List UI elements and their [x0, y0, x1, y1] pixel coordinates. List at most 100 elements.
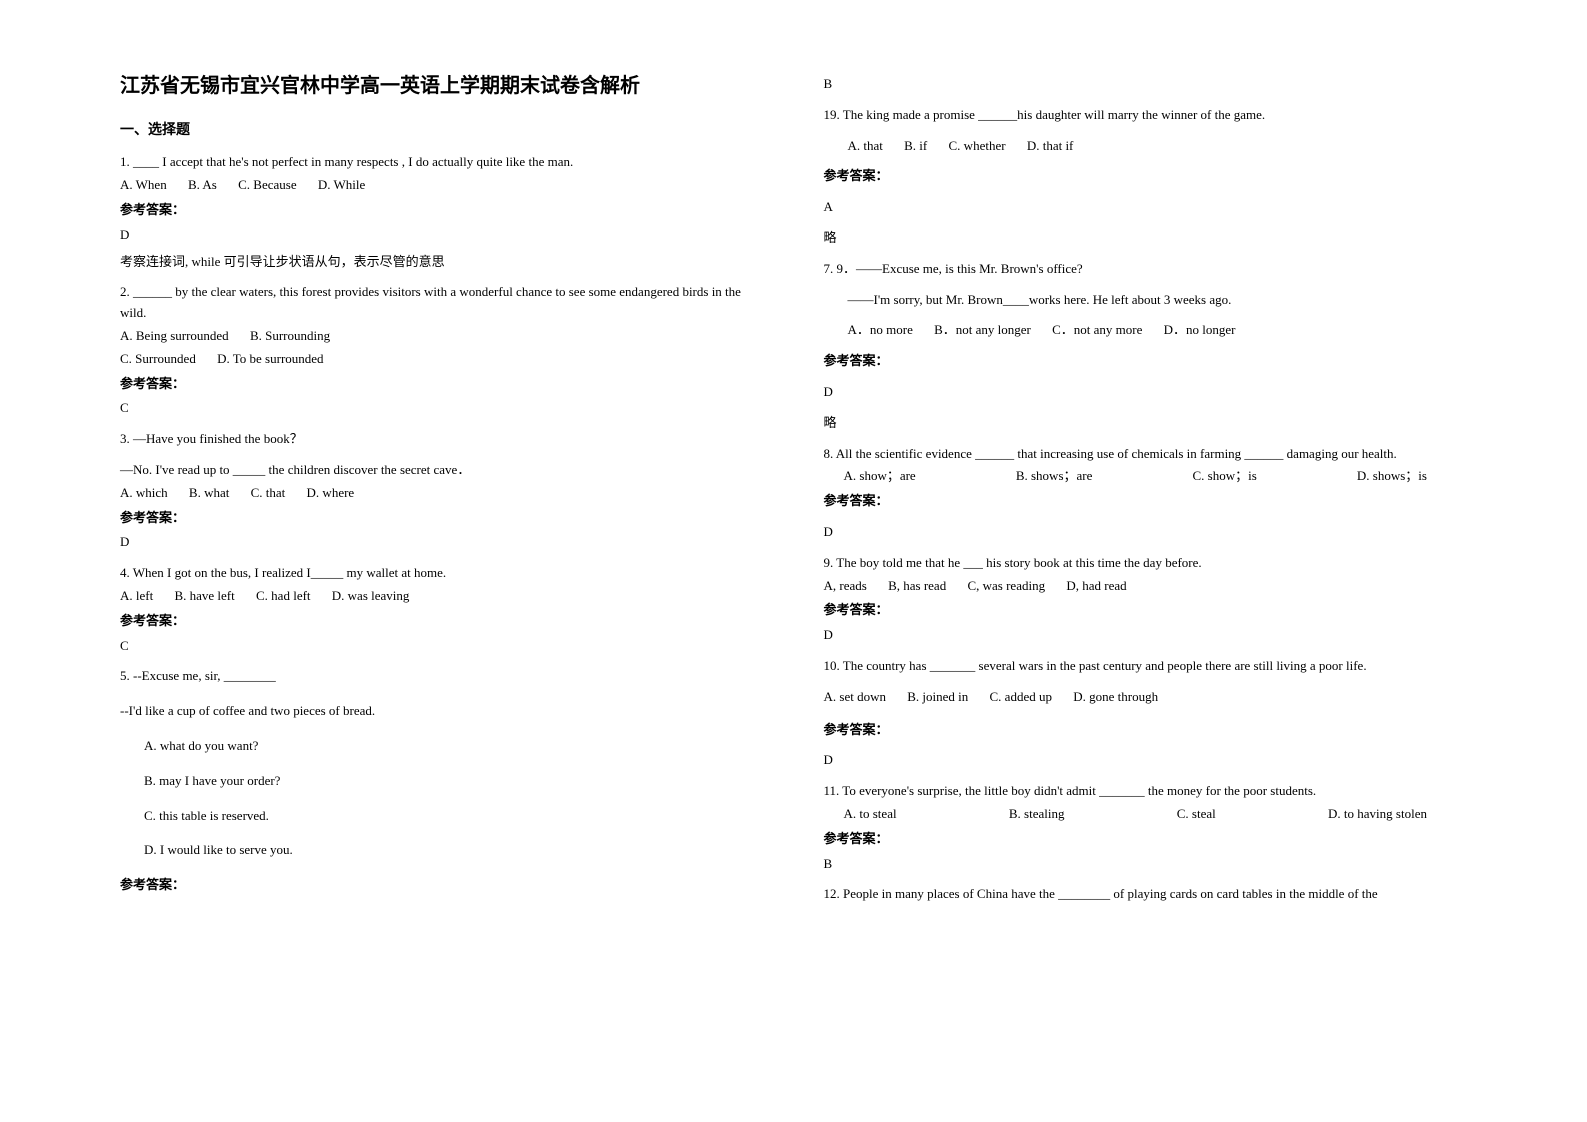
q4-opt-d: D. was leaving	[332, 586, 410, 607]
q8-opt-d: D. shows；is	[1357, 466, 1427, 487]
q5-stem2: --I'd like a cup of coffee and two piece…	[120, 701, 764, 722]
q7-stem1: 7. 9．——Excuse me, is this Mr. Brown's of…	[824, 259, 1468, 280]
q6pre-opt-c: C. whether	[949, 136, 1006, 157]
q1-opt-d: D. While	[318, 175, 365, 196]
document-title: 江苏省无锡市宜兴官林中学高一英语上学期期末试卷含解析	[120, 70, 764, 102]
q7-opt-a: A．no more	[848, 320, 913, 341]
q6pre-options: A. that B. if C. whether D. that if	[848, 136, 1468, 157]
q6pre-opt-b: B. if	[904, 136, 927, 157]
q10-opt-b: B. joined in	[907, 687, 968, 708]
q1-opt-b: B. As	[188, 175, 217, 196]
q8-opt-b: B. shows；are	[1016, 466, 1093, 487]
q9-opt-c: C, was reading	[967, 576, 1045, 597]
q4-answer: C	[120, 636, 764, 657]
q3-options: A. which B. what C. that D. where	[120, 483, 764, 504]
q5-opt-c: C. this table is reserved.	[144, 806, 764, 827]
q9-answer-label: 参考答案：	[824, 600, 1468, 621]
q3-answer-label: 参考答案：	[120, 508, 764, 529]
q8-opt-a: A. show；are	[844, 466, 916, 487]
q8-stem: 8. All the scientific evidence ______ th…	[824, 444, 1468, 465]
q9-opt-b: B, has read	[888, 576, 946, 597]
q6pre-opt-d: D. that if	[1027, 136, 1074, 157]
q5-answer: B	[824, 74, 1468, 95]
q9-answer: D	[824, 625, 1468, 646]
q9-options: A, reads B, has read C, was reading D, h…	[824, 576, 1468, 597]
q6pre-answer: A	[824, 197, 1468, 218]
q2-stem: 2. ______ by the clear waters, this fore…	[120, 282, 764, 324]
q11-opt-b: B. stealing	[1009, 804, 1065, 825]
q2-answer: C	[120, 398, 764, 419]
q12-stem: 12. People in many places of China have …	[824, 884, 1468, 905]
q3-opt-b: B. what	[189, 483, 229, 504]
section-heading: 一、选择题	[120, 120, 764, 142]
q1-opt-a: A. When	[120, 175, 167, 196]
q7-answer-label: 参考答案：	[824, 351, 1468, 372]
q2-options-line2: C. Surrounded D. To be surrounded	[120, 349, 764, 370]
q4-opt-a: A. left	[120, 586, 153, 607]
q3-stem2: —No. I've read up to _____ the children …	[120, 460, 764, 481]
q3-stem1: 3. —Have you finished the book？	[120, 429, 764, 450]
q2-opt-d: D. To be surrounded	[217, 349, 323, 370]
q11-opt-c: C. steal	[1177, 804, 1216, 825]
q7-opt-b: B．not any longer	[934, 320, 1031, 341]
q6pre-answer-label: 参考答案：	[824, 166, 1468, 187]
q3-opt-a: A. which	[120, 483, 168, 504]
q5-opt-d: D. I would like to serve you.	[144, 840, 764, 861]
right-column: B 19. The king made a promise ______his …	[794, 70, 1488, 1082]
q11-answer-label: 参考答案：	[824, 829, 1468, 850]
q4-options: A. left B. have left C. had left D. was …	[120, 586, 764, 607]
q1-opt-c: C. Because	[238, 175, 296, 196]
q9-stem: 9. The boy told me that he ___ his story…	[824, 553, 1468, 574]
q10-opt-d: D. gone through	[1073, 687, 1158, 708]
q8-options: A. show；are B. shows；are C. show；is D. s…	[824, 466, 1468, 487]
q10-answer-label: 参考答案：	[824, 720, 1468, 741]
q10-options: A. set down B. joined in C. added up D. …	[824, 687, 1468, 708]
q8-answer: D	[824, 522, 1468, 543]
q4-opt-b: B. have left	[174, 586, 234, 607]
q3-opt-d: D. where	[307, 483, 355, 504]
q5-opt-a: A. what do you want?	[144, 736, 764, 757]
left-column: 江苏省无锡市宜兴官林中学高一英语上学期期末试卷含解析 一、选择题 1. ____…	[100, 70, 794, 1082]
q2-opt-a: A. Being surrounded	[120, 326, 229, 347]
q11-answer: B	[824, 854, 1468, 875]
q4-answer-label: 参考答案：	[120, 611, 764, 632]
q3-answer: D	[120, 532, 764, 553]
q10-opt-c: C. added up	[990, 687, 1052, 708]
q5-stem1: 5. --Excuse me, sir, ________	[120, 666, 764, 687]
q1-answer: D	[120, 225, 764, 246]
q5-answer-label: 参考答案：	[120, 875, 764, 896]
q10-opt-a: A. set down	[824, 687, 886, 708]
q2-options-line1: A. Being surrounded B. Surrounding	[120, 326, 764, 347]
q5-opt-b: B. may I have your order?	[144, 771, 764, 792]
q8-opt-c: C. show；is	[1192, 466, 1256, 487]
q11-stem: 11. To everyone's surprise, the little b…	[824, 781, 1468, 802]
q8-answer-label: 参考答案：	[824, 491, 1468, 512]
q10-stem: 10. The country has _______ several wars…	[824, 656, 1468, 677]
q4-stem: 4. When I got on the bus, I realized I__…	[120, 563, 764, 584]
q1-stem: 1. ____ I accept that he's not perfect i…	[120, 152, 764, 173]
q7-options: A．no more B．not any longer C．not any mor…	[848, 320, 1468, 341]
q7-stem2: ——I'm sorry, but Mr. Brown____works here…	[848, 290, 1468, 311]
q11-options: A. to steal B. stealing C. steal D. to h…	[824, 804, 1468, 825]
q11-opt-a: A. to steal	[844, 804, 897, 825]
q2-answer-label: 参考答案：	[120, 374, 764, 395]
q7-note: 略	[824, 413, 1468, 434]
q6pre-stem: 19. The king made a promise ______his da…	[824, 105, 1468, 126]
q2-opt-c: C. Surrounded	[120, 349, 196, 370]
q7-opt-d: D．no longer	[1164, 320, 1236, 341]
page: 江苏省无锡市宜兴官林中学高一英语上学期期末试卷含解析 一、选择题 1. ____…	[0, 0, 1587, 1122]
q6pre-note: 略	[824, 228, 1468, 249]
q10-answer: D	[824, 750, 1468, 771]
q4-opt-c: C. had left	[256, 586, 311, 607]
q1-answer-label: 参考答案：	[120, 200, 764, 221]
q11-opt-d: D. to having stolen	[1328, 804, 1427, 825]
q9-opt-d: D, had read	[1066, 576, 1126, 597]
q3-opt-c: C. that	[251, 483, 286, 504]
q1-note: 考察连接词, while 可引导让步状语从句，表示尽管的意思	[120, 252, 764, 273]
q6pre-opt-a: A. that	[848, 136, 883, 157]
q7-opt-c: C．not any more	[1052, 320, 1142, 341]
q2-opt-b: B. Surrounding	[250, 326, 330, 347]
q1-options: A. When B. As C. Because D. While	[120, 175, 764, 196]
q9-opt-a: A, reads	[824, 576, 867, 597]
q7-answer: D	[824, 382, 1468, 403]
